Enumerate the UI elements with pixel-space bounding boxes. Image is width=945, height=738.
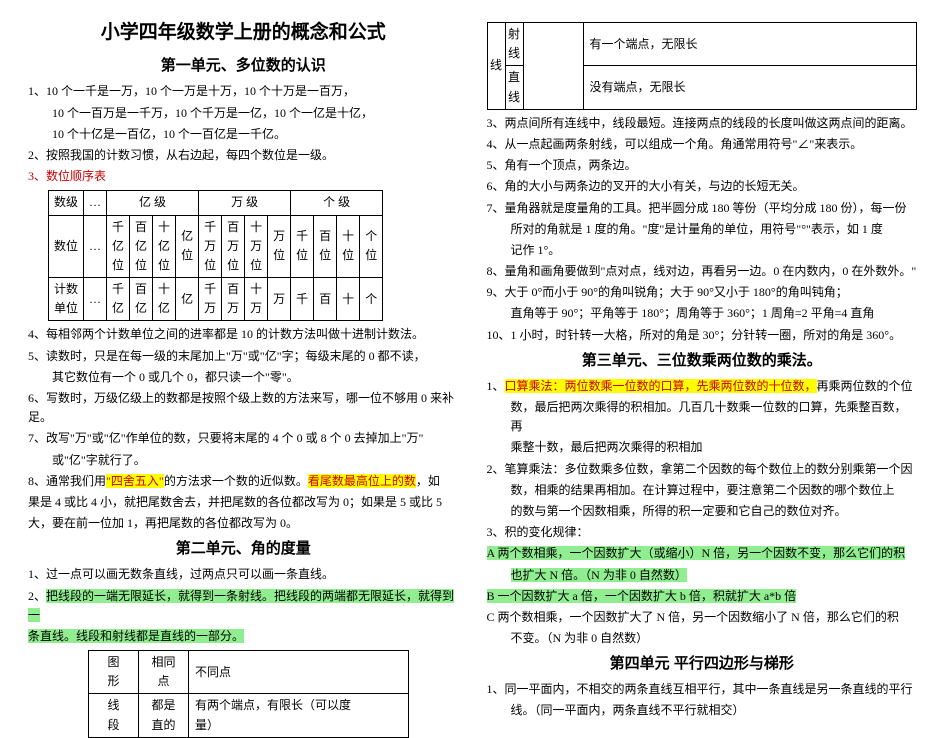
u1-l1: 1、10 个一千是一万，10 个一万是十万，10 个十万是一百万， <box>28 82 459 101</box>
t1-c: 个 级 <box>291 191 383 215</box>
unit2-heading: 第二单元、角的度量 <box>28 537 459 561</box>
u2-l2c: 条直线。线段和射线都是直线的一部分。 <box>28 627 459 646</box>
t1-c: 万 级 <box>199 191 291 215</box>
t1-c: 万 <box>268 278 291 321</box>
u2-l3: 3、两点间所有连线中，线段最短。连接两点的线段的长度叫做这两点间的距离。 <box>487 114 918 133</box>
u3-l2b: 数，相乘的结果再相加。在计算过程中，要注意第二个因数的哪个数位上 <box>487 481 918 500</box>
u2-l1: 1、过一点可以画无数条直线，过两点只可以画一条直线。 <box>28 565 459 584</box>
unit4-heading: 第四单元 平行四边形与梯形 <box>487 652 918 676</box>
u3-l2c: 的数与第一个因数相乘，所得的积一定要和它自己的数位对齐。 <box>487 502 918 521</box>
t1-c: 十万位 <box>245 215 268 278</box>
t1-c: 十万 <box>245 278 268 321</box>
t3-c: 有一个端点，无限长 <box>583 23 917 66</box>
t1-c: 数级 <box>49 191 84 215</box>
t1-c: 千亿 <box>107 278 130 321</box>
u1-l8: 8、通常我们用"四舍五入"的方法求一个数的近似数。看尾数最高位上的数，如 <box>28 472 459 491</box>
line-types-table-top: 图形 相同点 不同点 线段 都是直的 有两个端点，有限长（可以度量） <box>88 650 409 738</box>
u3-l3ab: 也扩大 N 倍。（N 为非 0 自然数） <box>487 566 918 585</box>
t1-c: … <box>84 191 107 215</box>
u4-l1: 1、同一平面内，不相交的两条直线互相平行，其中一条直线是另一条直线的平行 <box>487 680 918 699</box>
u2-l4: 4、从一点起画两条射线，可以组成一个角。角通常用符号"∠"来表示。 <box>487 135 918 154</box>
u3-l3: 3、积的变化规律： <box>487 523 918 542</box>
t3-c: 线 <box>487 23 505 110</box>
t3-c: 射线 <box>505 23 523 66</box>
t1-c: 千万 <box>199 278 222 321</box>
unit3-heading: 第三单元、三位数乘两位数的乘法。 <box>487 349 918 373</box>
t3-c: 没有端点，无限长 <box>583 66 917 109</box>
t1-c: 亿 <box>176 278 199 321</box>
u3-l3a: A 两个数相乘，一个因数扩大（或缩小）N 倍，另一个因数不变，那么它们的积 <box>487 544 918 563</box>
main-title: 小学四年级数学上册的概念和公式 <box>28 18 459 48</box>
t1-c: 千万位 <box>199 215 222 278</box>
u1-l1c: 10 个十亿是一百亿，10 个一百亿是一千亿。 <box>28 125 459 144</box>
u3-l2: 2、笔算乘法：多位数乘多位数，拿第二个因数的每个数位上的数分别乘第一个因 <box>487 460 918 479</box>
t1-c: 百亿 <box>130 278 153 321</box>
t1-c: 十亿 <box>153 278 176 321</box>
t1-c: 十 <box>337 278 360 321</box>
t1-c: … <box>84 215 107 278</box>
t1-c: 百位 <box>314 215 337 278</box>
t2-c: 图形 <box>89 651 139 694</box>
t1-c: … <box>84 278 107 321</box>
t1-c: 千亿位 <box>107 215 130 278</box>
t2-c: 都是直的 <box>139 694 189 737</box>
t1-c: 百 <box>314 278 337 321</box>
u1-l8g: 大，要在前一位加 1，再把尾数的各位都改写为 0。 <box>28 514 459 533</box>
u3-l3c: C 两个数相乘，一个因数扩大了 N 倍，另一个因数缩小了 N 倍，那么它们的积 <box>487 608 918 627</box>
u1-l6: 6、写数时，万级亿级上的数都是按照个级上数的方法来写，哪一位不够用 0 来补足。 <box>28 389 459 427</box>
u3-l1e: 乘整十数，最后把两次乘得的积相加 <box>487 438 918 457</box>
t1-c: 亿位 <box>176 215 199 278</box>
u4-l1b: 线。（同一平面内，两条直线不平行就相交） <box>487 701 918 720</box>
t1-c: 数位 <box>49 215 84 278</box>
t1-c: 百万位 <box>222 215 245 278</box>
t2-c: 线段 <box>89 694 139 737</box>
u3-l1d: 数，最后把两次乘得的积相加。几百几十数乘一位数的口算，先乘整百数，再 <box>487 398 918 436</box>
u2-l9b: 直角等于 90°；平角等于 180°；周角等于 360°；1 周角=2 平角=4… <box>487 304 918 323</box>
u1-l7: 7、改写"万"或"亿"作单位的数，只要将末尾的 4 个 0 或 8 个 0 去掉… <box>28 429 459 448</box>
t2-c: 相同点 <box>139 651 189 694</box>
t1-c: 计数单位 <box>49 278 84 321</box>
u2-l5: 5、角有一个顶点，两条边。 <box>487 156 918 175</box>
u3-l3cb: 不变。（N 为非 0 自然数） <box>487 629 918 648</box>
u2-l2: 2、把线段的一端无限延长，就得到一条射线。把线段的两端都无限延长，就得到一 <box>28 587 459 625</box>
t1-c: 百万 <box>222 278 245 321</box>
t3-c: 直线 <box>505 66 523 109</box>
t1-c: 亿 级 <box>107 191 199 215</box>
line-types-table-bottom: 线 射线 有一个端点，无限长 直线 没有端点，无限长 <box>487 22 918 110</box>
u2-l9: 9、大于 0°而小于 90°的角叫锐角；大于 90°又小于 180°的角叫钝角； <box>487 283 918 302</box>
unit1-heading: 第一单元、多位数的认识 <box>28 54 459 78</box>
u3-l1: 1、口算乘法：两位数乘一位数的口算，先乘两位数的十位数，再乘两位数的个位 <box>487 377 918 396</box>
u2-l7: 7、量角器就是度量角的工具。把半圆分成 180 等份（平均分成 180 份），每… <box>487 199 918 218</box>
u2-l7c: 记作 1°。 <box>487 241 918 260</box>
u1-l4: 4、每相邻两个计数单位之间的进率都是 10 的计数方法叫做十进制计数法。 <box>28 325 459 344</box>
u1-l8f: 果是 4 或比 4 小，就把尾数舍去，并把尾数的各位都改写为 0；如果是 5 或… <box>28 493 459 512</box>
u1-l7b: 或"亿"字就行了。 <box>28 451 459 470</box>
u2-l7b: 所对的角就是 1 度的角。"度"是计量角的单位，用符号"°"表示，如 1 度 <box>487 220 918 239</box>
t3-c <box>523 23 583 110</box>
t1-c: 千 <box>291 278 314 321</box>
u1-l1b: 10 个一百万是一千万，10 个千万是一亿，10 个一亿是十亿， <box>28 104 459 123</box>
t1-c: 千位 <box>291 215 314 278</box>
u2-l10: 10、1 小时，时针转一大格，所对的角是 30°；分针转一圈，所对的角是 360… <box>487 326 918 345</box>
t1-c: 百亿位 <box>130 215 153 278</box>
t1-c: 十亿位 <box>153 215 176 278</box>
t1-c: 十位 <box>337 215 360 278</box>
u1-l2: 2、按照我国的计数习惯，从右边起，每四个数位是一级。 <box>28 146 459 165</box>
t1-c: 个 <box>360 278 383 321</box>
u2-l8: 8、量角和画角要做到"点对点，线对边，再看另一边。0 在内数内，0 在外数外。" <box>487 262 918 281</box>
u2-l6: 6、角的大小与两条边的叉开的大小有关，与边的长短无关。 <box>487 177 918 196</box>
t2-c: 有两个端点，有限长（可以度量） <box>189 694 409 737</box>
u1-l5b: 其它数位有一个 0 或几个 0，都只读一个"零"。 <box>28 368 459 387</box>
t1-c: 万位 <box>268 215 291 278</box>
u3-l3b: B 一个因数扩大 a 倍，一个因数扩大 b 倍，积就扩大 a*b 倍 <box>487 587 918 606</box>
u1-l3: 3、数位顺序表 <box>28 167 459 186</box>
t1-c: 个位 <box>360 215 383 278</box>
t2-c: 不同点 <box>189 651 409 694</box>
u1-l5: 5、读数时，只是在每一级的末尾加上"万"或"亿"字；每级末尾的 0 都不读， <box>28 347 459 366</box>
digit-order-table: 数级 … 亿 级 万 级 个 级 数位 … 千亿位 百亿位 十亿位 亿位 千万位… <box>48 190 383 321</box>
